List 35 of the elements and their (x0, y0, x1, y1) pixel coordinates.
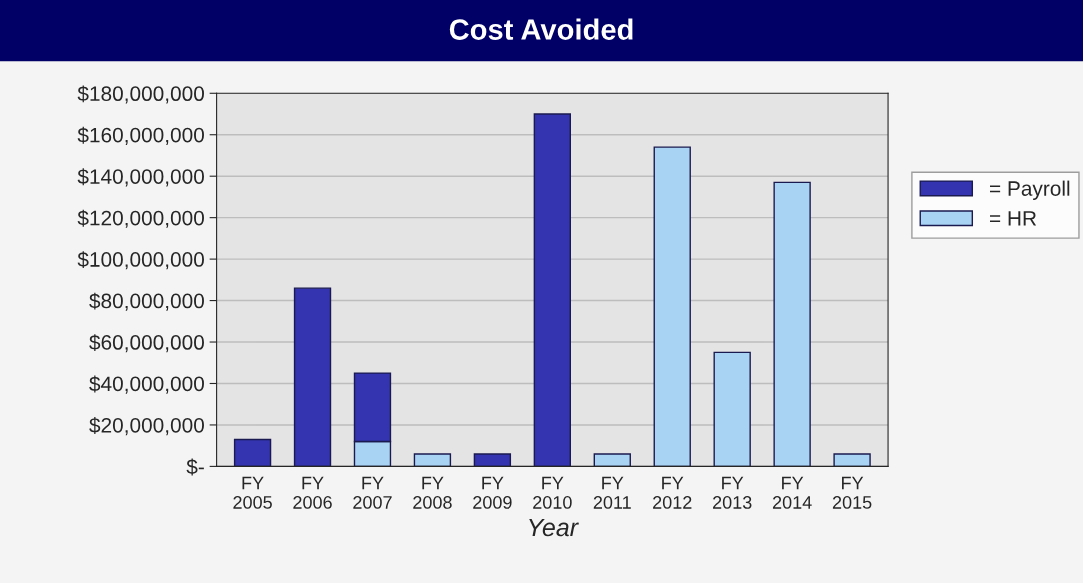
y-tick-label: $140,000,000 (77, 168, 204, 187)
y-tick-label: $- (186, 458, 204, 476)
bar (833, 453, 871, 467)
x-tick-label: FY 2006 (293, 476, 332, 509)
x-tick-label: FY 2011 (593, 476, 631, 509)
bar (233, 438, 272, 467)
legend-label: = Payroll (990, 180, 1070, 201)
x-tick-label: FY 2007 (353, 476, 392, 509)
x-tick-label: FY 2012 (653, 476, 692, 509)
chart-title: Cost Avoided (449, 18, 633, 40)
y-tick-label: $20,000,000 (89, 417, 204, 436)
x-tick-label: FY 2015 (832, 476, 872, 509)
x-tick-label: FY 2010 (533, 476, 572, 509)
bar (653, 146, 691, 467)
bar (473, 453, 512, 467)
bar (713, 351, 751, 467)
legend-label: = HR (990, 211, 1037, 226)
bar (773, 181, 811, 467)
y-tick-label: $100,000,000 (77, 251, 204, 270)
x-tick-label: FY 2008 (413, 476, 452, 509)
bar (413, 453, 452, 467)
bar (293, 287, 332, 467)
bar (533, 113, 572, 467)
x-axis-title: Year (529, 518, 579, 537)
x-tick-label: FY 2005 (233, 476, 272, 509)
bar (593, 453, 631, 467)
x-tick-label: FY 2009 (473, 476, 512, 509)
y-tick-label: $160,000,000 (77, 126, 204, 145)
y-tick-label: $80,000,000 (89, 292, 204, 311)
y-tick-label: $60,000,000 (89, 334, 204, 353)
x-tick-label: FY 2014 (772, 476, 812, 509)
y-tick-label: $180,000,000 (77, 85, 204, 104)
y-tick-label: $120,000,000 (77, 209, 204, 228)
y-tick-label: $40,000,000 (89, 375, 204, 394)
x-tick-label: FY 2013 (713, 476, 752, 509)
